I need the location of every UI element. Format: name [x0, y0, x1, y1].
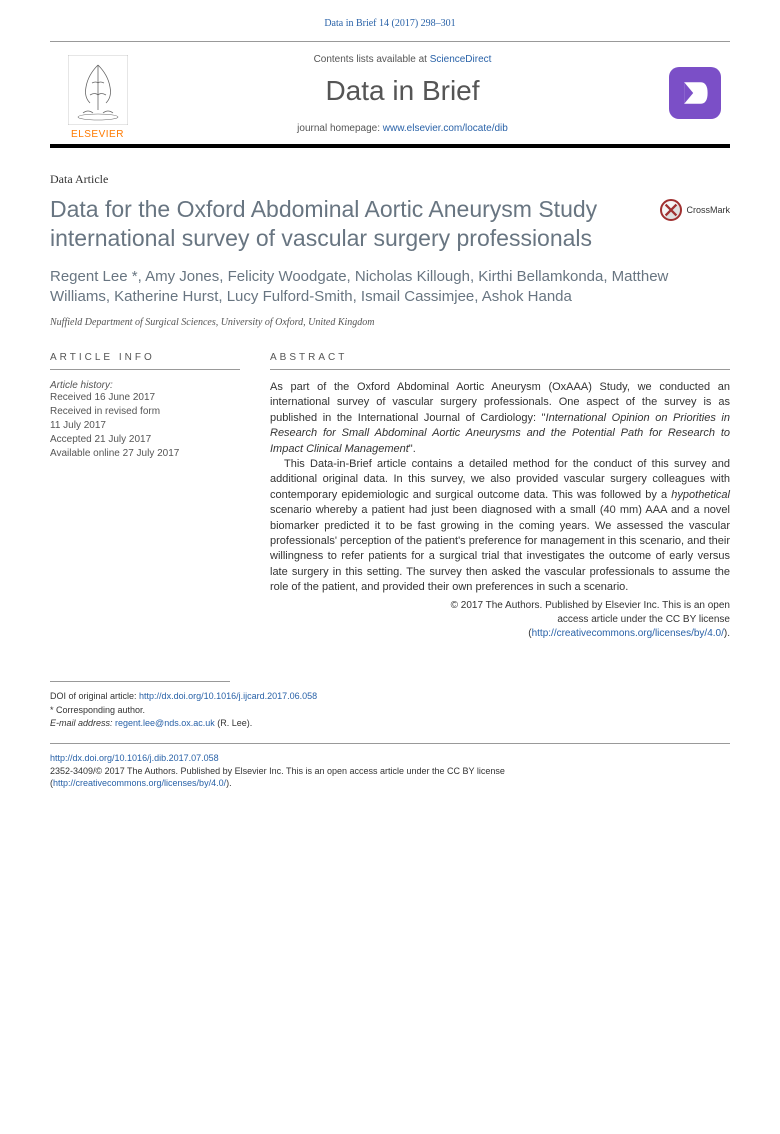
email-link[interactable]: regent.lee@nds.ox.ac.uk: [115, 718, 215, 728]
dib-logo-block: [660, 42, 730, 144]
history-item: Accepted 21 July 2017: [50, 433, 240, 447]
crossmark-icon: [660, 199, 682, 221]
footer-separator: [50, 681, 230, 682]
bottom-license-link[interactable]: http://creativecommons.org/licenses/by/4…: [53, 778, 226, 788]
history-item: 11 July 2017: [50, 419, 240, 433]
abstract-p1-post: ".: [409, 443, 416, 455]
abstract-column: abstract As part of the Oxford Abdominal…: [270, 352, 730, 641]
issn-line: 2352-3409/© 2017 The Authors. Published …: [50, 766, 505, 776]
homepage-prefix: journal homepage:: [297, 123, 383, 134]
copyright-line2: access article under the CC BY license: [557, 614, 730, 625]
email-label: E-mail address:: [50, 718, 115, 728]
doi-label: DOI of original article:: [50, 691, 139, 701]
contents-prefix: Contents lists available at: [314, 54, 430, 65]
history-label: Article history:: [50, 380, 240, 391]
history-item: Received 16 June 2017: [50, 391, 240, 405]
header-citation: Data in Brief 14 (2017) 298–301: [0, 0, 780, 41]
crossmark-label: CrossMark: [686, 205, 730, 215]
footer-notes: DOI of original article: http://dx.doi.o…: [0, 690, 780, 739]
license-link[interactable]: http://creativecommons.org/licenses/by/4…: [532, 628, 724, 639]
abstract-p2-pre: This Data-in-Brief article contains a de…: [270, 458, 730, 501]
contents-line: Contents lists available at ScienceDirec…: [145, 54, 660, 65]
abstract-text: As part of the Oxford Abdominal Aortic A…: [270, 380, 730, 595]
footer-rule: [50, 743, 730, 744]
crossmark-badge[interactable]: CrossMark: [660, 199, 730, 221]
history-item: Received in revised form: [50, 405, 240, 419]
elsevier-tree-icon: [63, 52, 133, 127]
original-doi-link[interactable]: http://dx.doi.org/10.1016/j.ijcard.2017.…: [139, 691, 317, 701]
affiliation: Nuffield Department of Surgical Sciences…: [50, 317, 730, 328]
homepage-line: journal homepage: www.elsevier.com/locat…: [145, 123, 660, 134]
dib-logo-icon: [669, 67, 721, 119]
bottom-block: http://dx.doi.org/10.1016/j.dib.2017.07.…: [0, 748, 780, 810]
article-info-column: article info Article history: Received 1…: [50, 352, 240, 641]
abstract-p2-em: hypothetical: [671, 489, 730, 501]
article-doi-link[interactable]: http://dx.doi.org/10.1016/j.dib.2017.07.…: [50, 752, 730, 765]
article-type: Data Article: [50, 172, 730, 187]
authors: Regent Lee *, Amy Jones, Felicity Woodga…: [50, 267, 730, 308]
article-title: Data for the Oxford Abdominal Aortic Ane…: [50, 195, 650, 253]
copyright-line1: © 2017 The Authors. Published by Elsevie…: [451, 600, 730, 611]
email-suffix: (R. Lee).: [215, 718, 253, 728]
history-item: Available online 27 July 2017: [50, 447, 240, 461]
journal-header-center: Contents lists available at ScienceDirec…: [145, 42, 660, 144]
elsevier-label: ELSEVIER: [71, 129, 124, 140]
abstract-p2-post: scenario whereby a patient had just been…: [270, 504, 730, 593]
homepage-link[interactable]: www.elsevier.com/locate/dib: [383, 123, 508, 134]
journal-header: ELSEVIER Contents lists available at Sci…: [50, 41, 730, 148]
elsevier-logo-block: ELSEVIER: [50, 42, 145, 144]
sciencedirect-link[interactable]: ScienceDirect: [430, 54, 492, 65]
corresponding-author: * Corresponding author.: [50, 704, 730, 718]
copyright-block: © 2017 The Authors. Published by Elsevie…: [270, 599, 730, 641]
article-info-heading: article info: [50, 352, 240, 370]
journal-title: Data in Brief: [145, 75, 660, 107]
abstract-heading: abstract: [270, 352, 730, 370]
